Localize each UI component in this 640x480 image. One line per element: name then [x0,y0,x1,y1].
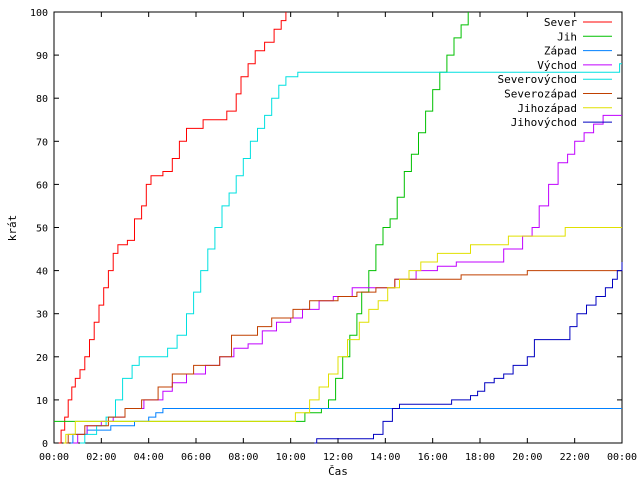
x-tick-label: 00:00 [607,452,637,463]
y-tick-label: 80 [36,94,48,105]
y-tick-label: 70 [36,137,48,148]
x-tick-label: 00:00 [39,452,69,463]
series-line-3 [72,114,622,444]
x-tick-label: 10:00 [276,452,306,463]
y-tick-label: 90 [36,51,48,62]
legend-label: Severovýchod [498,73,577,86]
series-line-4 [80,63,622,444]
y-tick-label: 60 [36,180,48,191]
series-lines [54,12,623,444]
x-tick-label: 18:00 [465,452,495,463]
legend-label: Jih [557,30,577,43]
x-tick-label: 12:00 [323,452,353,463]
x-tick-label: 02:00 [86,452,116,463]
legend-label: Jihovýchod [511,116,577,129]
y-tick-label: 10 [36,396,48,407]
series-line-0 [58,12,287,444]
y-axis-title: krát [6,215,19,242]
x-tick-label: 20:00 [512,452,542,463]
series-line-7 [314,262,623,444]
series-line-1 [54,12,469,422]
y-tick-label: 50 [36,224,48,235]
x-tick-label: 08:00 [228,452,258,463]
y-tick-label: 40 [36,267,48,278]
x-tick-label: 14:00 [370,452,400,463]
legend-label: Sever [544,16,577,29]
legend-label: Severozápad [504,88,577,101]
x-tick-label: 16:00 [418,452,448,463]
series-line-6 [63,227,622,444]
legend-label: Jihozápad [517,102,577,115]
y-tick-label: 0 [42,439,48,450]
x-tick-label: 04:00 [134,452,164,463]
axis-ticks: 00:00 02:00 04:00 06:00 08:00 10:00 12:00 14:00… [30,8,637,463]
x-tick-label: 22:00 [560,452,590,463]
series-line-2 [70,408,622,444]
legend-label: Východ [537,59,577,72]
y-tick-label: 20 [36,353,48,364]
x-tick-label: 06:00 [181,452,211,463]
legend-label: Západ [544,45,577,58]
y-tick-label: 100 [30,8,48,19]
x-axis-title: Čas [328,465,348,478]
y-tick-label: 30 [36,310,48,321]
